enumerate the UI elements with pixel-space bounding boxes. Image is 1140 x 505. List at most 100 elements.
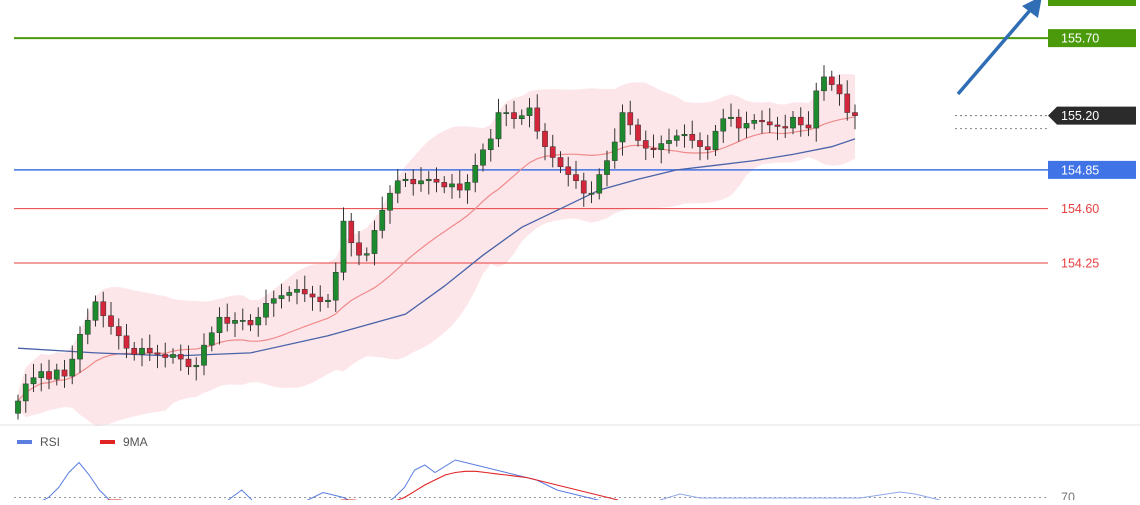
- candle: [774, 116, 781, 141]
- candle: [15, 394, 21, 420]
- candle: [115, 318, 122, 350]
- candle: [480, 143, 486, 172]
- candle-body: [743, 123, 750, 129]
- candle-body: [317, 296, 324, 302]
- candle-body: [146, 347, 153, 354]
- candle-body: [340, 220, 347, 273]
- candle-body: [278, 295, 285, 299]
- level-154-85-tag-bg: [1048, 160, 1136, 179]
- candle-body: [456, 183, 463, 191]
- candle-body: [751, 120, 758, 124]
- candle: [790, 110, 796, 135]
- candle: [270, 290, 277, 317]
- candle-body: [487, 138, 494, 151]
- candle: [108, 302, 114, 335]
- candle: [588, 181, 595, 204]
- candle-body: [735, 116, 742, 129]
- candle-body: [464, 182, 471, 191]
- candle: [542, 123, 548, 161]
- candle: [418, 167, 424, 192]
- legend-swatch-9ma: [100, 440, 115, 444]
- candle-body: [170, 354, 176, 358]
- candle-body: [402, 178, 409, 182]
- candle-body: [123, 335, 130, 349]
- candle: [170, 348, 176, 364]
- candle: [549, 134, 556, 168]
- candle-body: [263, 303, 269, 318]
- candle-body: [821, 76, 827, 92]
- candle: [689, 120, 696, 149]
- candle-body: [774, 124, 781, 127]
- candle-body: [627, 112, 634, 126]
- legend-swatch-rsi: [17, 440, 32, 444]
- candle: [38, 363, 45, 392]
- candle-body: [480, 149, 486, 166]
- candle: [681, 124, 688, 148]
- candle: [286, 286, 293, 302]
- candle: [495, 98, 502, 147]
- candle: [433, 167, 440, 193]
- candle-body: [782, 126, 789, 129]
- forecast-arrow-head: [1022, 0, 1042, 18]
- candle: [309, 285, 316, 311]
- candle: [294, 279, 300, 305]
- candle-body: [239, 320, 246, 322]
- candle-body: [255, 316, 262, 326]
- level-155-70-tag: 155.70: [1048, 29, 1136, 48]
- candle: [22, 373, 29, 413]
- candle: [852, 104, 858, 130]
- candle: [255, 307, 262, 337]
- candle: [146, 334, 153, 361]
- candle-body: [813, 90, 820, 129]
- legend-label-9ma: 9MA: [123, 435, 148, 449]
- candle-body: [557, 157, 564, 168]
- candle-body: [387, 192, 393, 211]
- candle: [84, 308, 91, 345]
- candle: [410, 169, 417, 196]
- candle: [456, 170, 463, 199]
- candle: [301, 275, 308, 303]
- candle-body: [697, 140, 703, 147]
- candle-body: [100, 301, 107, 316]
- level-154-85-tag-label: 154.85: [1061, 163, 1099, 177]
- candle-body: [619, 112, 626, 143]
- candle: [518, 109, 525, 125]
- candle: [185, 345, 192, 375]
- candle: [201, 333, 207, 376]
- bollinger-band: [18, 74, 855, 427]
- price-tags: 155.70 155.20 154.85 154.60 154.25: [1048, 0, 1136, 270]
- candle-body: [472, 165, 479, 183]
- candle: [348, 213, 355, 257]
- candle-body: [77, 334, 83, 360]
- candle-body: [673, 135, 680, 141]
- candle-body: [53, 369, 60, 380]
- candle: [61, 360, 68, 388]
- candle: [69, 345, 76, 385]
- candle: [759, 110, 765, 134]
- candle-body: [542, 130, 548, 147]
- legend-label-rsi: RSI: [40, 435, 60, 449]
- candle-body: [15, 400, 21, 414]
- candle-body: [759, 120, 765, 123]
- candle-body: [844, 93, 851, 113]
- candle: [611, 128, 618, 169]
- candle-body: [518, 115, 525, 119]
- candle-body: [294, 289, 300, 293]
- candle-body: [704, 146, 711, 151]
- candle: [596, 168, 603, 200]
- candle: [766, 108, 773, 134]
- candle-body: [193, 365, 200, 368]
- candle-body: [836, 84, 843, 95]
- candle: [325, 293, 331, 308]
- candle-body: [441, 182, 448, 188]
- candle-body: [526, 107, 533, 116]
- candle: [464, 174, 471, 204]
- candle-body: [449, 183, 455, 188]
- candle-body: [511, 112, 517, 119]
- forecast-arrow-line: [956, 6, 1034, 96]
- candle: [565, 156, 572, 187]
- candle: [402, 173, 409, 187]
- level-155-70-tag-bg: [1048, 29, 1136, 48]
- candle: [449, 173, 455, 199]
